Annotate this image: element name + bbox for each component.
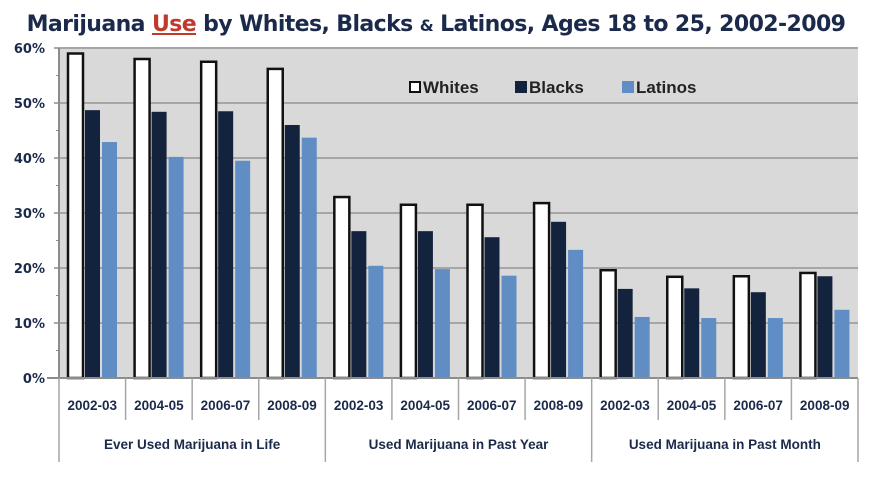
bar-latinos bbox=[301, 137, 317, 378]
bar-latinos bbox=[568, 249, 584, 378]
x-group-label: Used Marijuana in Past Month bbox=[629, 437, 821, 452]
bar-whites bbox=[66, 52, 85, 380]
bar-blacks bbox=[484, 237, 500, 378]
bar-blacks bbox=[151, 111, 167, 379]
x-tick-label: 2002-03 bbox=[68, 398, 118, 413]
legend-swatch-latinos bbox=[622, 81, 634, 93]
gridlines bbox=[59, 47, 858, 324]
bar-whites bbox=[399, 203, 418, 380]
y-tick-label: 20% bbox=[14, 262, 45, 277]
bar-whites bbox=[732, 275, 751, 380]
x-tick-label: 2006-07 bbox=[201, 398, 251, 413]
x-tick-label: 2002-03 bbox=[600, 398, 650, 413]
chart-title: Marijuana Use by Whites, Blacks & Latino… bbox=[0, 12, 872, 37]
bar-whites bbox=[466, 203, 484, 380]
bar-blacks bbox=[617, 288, 633, 378]
bar-blacks bbox=[284, 125, 300, 378]
bar-latinos bbox=[701, 318, 717, 378]
bar-whites bbox=[133, 57, 151, 380]
y-tick-label: 50% bbox=[14, 97, 45, 112]
bar-latinos bbox=[434, 269, 450, 378]
bar-blacks bbox=[417, 231, 433, 378]
bar-latinos bbox=[501, 275, 517, 378]
x-tick-label: 2004-05 bbox=[667, 398, 717, 413]
bar-whites bbox=[333, 195, 351, 380]
legend-label-blacks: Blacks bbox=[529, 78, 584, 97]
x-tick-label: 2008-09 bbox=[534, 398, 584, 413]
y-tick-label: 60% bbox=[14, 42, 45, 57]
x-tick-label: 2002-03 bbox=[334, 398, 384, 413]
y-axis: 0% 10% 20% 30% 40% 50% 60% bbox=[14, 42, 60, 387]
legend-label-whites: Whites bbox=[423, 78, 479, 97]
x-group-label: Used Marijuana in Past Year bbox=[369, 437, 550, 452]
x-tick-label: 2006-07 bbox=[733, 398, 783, 413]
title-accent-word: Use bbox=[151, 12, 197, 37]
legend-swatch-blacks bbox=[515, 81, 527, 93]
bar-latinos bbox=[634, 316, 650, 378]
title-text-3: Latinos, Ages 18 to 25, 2002-2009 bbox=[433, 12, 846, 37]
y-tick-label: 10% bbox=[14, 317, 45, 332]
bar-blacks bbox=[218, 111, 234, 378]
bar-blacks bbox=[817, 276, 833, 378]
legend-swatch-whites bbox=[409, 81, 421, 93]
bar-blacks bbox=[351, 231, 367, 378]
bar-whites bbox=[666, 275, 684, 380]
bar-blacks bbox=[684, 288, 700, 378]
title-text-1: Marijuana bbox=[26, 12, 152, 37]
y-tick-label: 0% bbox=[23, 372, 45, 387]
x-tick-label: 2004-05 bbox=[134, 398, 184, 413]
x-tick-label: 2008-09 bbox=[800, 398, 850, 413]
y-tick-label: 40% bbox=[14, 152, 45, 167]
x-tick-label: 2006-07 bbox=[467, 398, 517, 413]
title-text-2: by Whites, Blacks bbox=[196, 12, 420, 37]
bar-latinos bbox=[235, 160, 251, 378]
y-tick-label: 30% bbox=[14, 207, 45, 222]
bar-blacks bbox=[85, 110, 100, 379]
x-tick-label: 2008-09 bbox=[267, 398, 317, 413]
title-ampersand: & bbox=[419, 16, 434, 35]
x-tick-label: 2004-05 bbox=[400, 398, 450, 413]
bar-blacks bbox=[551, 221, 567, 378]
bar-latinos bbox=[767, 318, 783, 378]
bar-whites bbox=[199, 60, 218, 380]
bars bbox=[66, 52, 850, 380]
legend: Whites Blacks Latinos bbox=[409, 78, 696, 97]
bar-latinos bbox=[368, 265, 384, 378]
bar-whites bbox=[799, 271, 817, 380]
x-group-label: Ever Used Marijuana in Life bbox=[104, 437, 281, 452]
bar-blacks bbox=[750, 292, 766, 378]
bar-latinos bbox=[168, 156, 184, 378]
bar-latinos bbox=[102, 142, 117, 378]
x-axis: 2002-03 2004-05 2006-07 2008-09 2002-03 2004-… bbox=[47, 377, 859, 462]
legend-label-latinos: Latinos bbox=[636, 78, 696, 97]
bar-whites bbox=[266, 67, 284, 380]
bar-whites bbox=[532, 201, 551, 380]
bar-whites bbox=[599, 268, 617, 380]
bar-latinos bbox=[834, 309, 850, 378]
